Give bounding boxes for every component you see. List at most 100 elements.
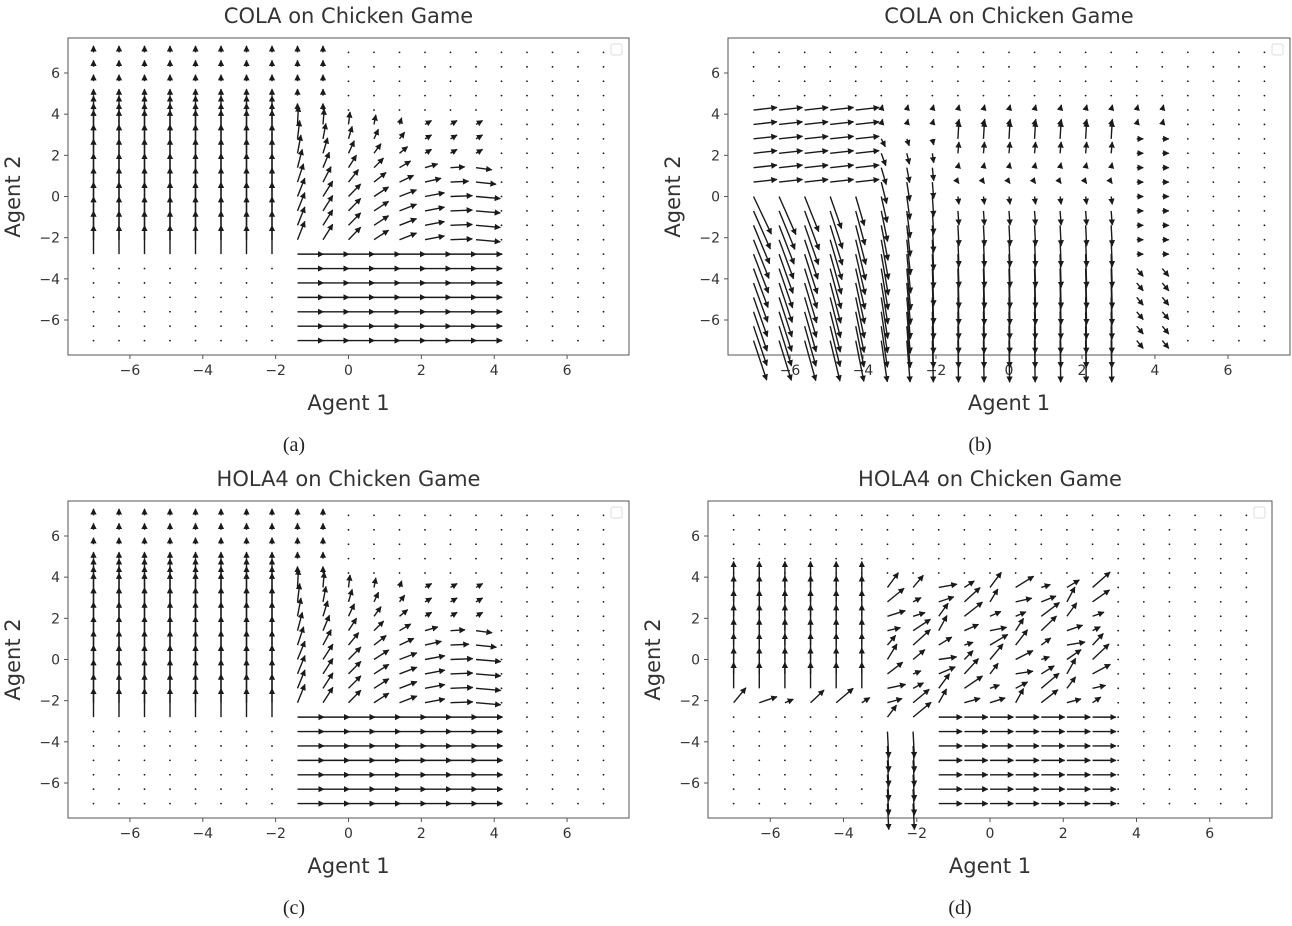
quiver-dot (1238, 210, 1240, 212)
quiver-arrow (980, 196, 987, 205)
quiver-arrow (989, 643, 1004, 660)
quiver-dot (1117, 716, 1120, 719)
quiver-dot (1168, 528, 1171, 531)
quiver-dot (860, 802, 863, 805)
quiver-dot (1194, 629, 1196, 632)
quiver-dot (551, 296, 554, 299)
quiver-dot (169, 730, 171, 733)
quiver-arrow (887, 697, 903, 704)
x-tick-label: 0 (344, 826, 353, 842)
quiver-dot (551, 210, 554, 212)
quiver-dot (143, 802, 146, 805)
quiver-arrow (1066, 676, 1077, 689)
quiver-dot (602, 543, 605, 546)
quiver-dot (1263, 94, 1266, 97)
quiver-dot (1219, 687, 1222, 690)
quiver-dot (526, 94, 528, 97)
quiver-dot (1040, 528, 1043, 531)
quiver-dot (758, 745, 761, 747)
quiver-arrow (910, 789, 918, 816)
quiver-dot (424, 528, 426, 531)
legend-box (610, 43, 623, 56)
quiver-dot (905, 80, 908, 83)
quiver-dot (912, 528, 914, 531)
quiver-arrow (1108, 225, 1116, 247)
quiver-arrow (855, 162, 880, 169)
quiver-dot (1186, 325, 1189, 328)
quiver-arrow (296, 683, 306, 703)
x-tick-label: −6 (120, 363, 141, 379)
quiver-dot (577, 600, 579, 603)
quiver-arrow (1083, 141, 1090, 154)
quiver-arrow (1031, 118, 1038, 126)
y-tick-label: −6 (679, 776, 700, 792)
quiver-dot (963, 572, 966, 574)
quiver-dot (1186, 181, 1189, 183)
quiver-arrow (373, 663, 390, 675)
quiver-dot (1219, 572, 1222, 574)
quiver-dot (526, 166, 528, 169)
quiver-dot (602, 687, 605, 690)
quiver-dot (835, 730, 838, 733)
quiver-arrow (1040, 601, 1060, 617)
quiver-arrow (963, 601, 983, 617)
quiver-chart-d: HOLA4 on Chicken Game Agent 1 Agent 2 −6 −4 −… (641, 467, 1273, 878)
quiver-arrow (835, 687, 854, 704)
quiver-dot (577, 282, 579, 284)
quiver-dot (118, 730, 120, 733)
quiver-dot (1117, 528, 1120, 531)
quiver-dot (424, 514, 426, 517)
quiver-dot (1245, 514, 1248, 517)
quiver-dot (758, 759, 761, 762)
quiver-dot (169, 282, 171, 284)
quiver-dot (1212, 253, 1215, 256)
quiver-dot (526, 658, 528, 661)
quiver-dot (398, 65, 401, 68)
quiver-arrow (475, 148, 484, 155)
quiver-arrow (830, 176, 855, 184)
quiver-dot (886, 557, 889, 560)
quiver-dot (347, 94, 350, 97)
quiver-dot (732, 773, 735, 776)
quiver-dot (1238, 325, 1240, 328)
quiver-arrow (886, 634, 897, 646)
quiver-chart-c: HOLA4 on Chicken Game Agent 1 Agent 2 −6 −4 −… (1, 467, 630, 878)
quiver-dot (829, 51, 832, 54)
quiver-dot (398, 514, 401, 517)
quiver-dot (1142, 701, 1145, 704)
quiver-dot (1161, 94, 1164, 97)
quiver-dot (500, 310, 503, 313)
chart-title: COLA on Chicken Game (224, 4, 473, 28)
quiver-arrow (373, 620, 385, 632)
quiver-dot (758, 716, 761, 719)
quiver-dot (1212, 123, 1215, 126)
quiver-dot (1219, 629, 1222, 632)
quiver-dot (551, 716, 554, 719)
chart-panel-a: COLA on Chicken Game Agent 1 Agent 2 −6 −4 −2… (0, 0, 646, 429)
quiver-arrow (938, 666, 956, 675)
quiver-dot (500, 210, 503, 212)
quiver-arrow (1006, 141, 1013, 154)
quiver-dot (1142, 773, 1145, 776)
quiver-dot (1219, 615, 1222, 618)
quiver-dot (1014, 514, 1017, 517)
quiver-dot (1168, 644, 1171, 646)
y-tick-label: −4 (39, 735, 60, 751)
quiver-dot (551, 253, 554, 256)
quiver-dot (577, 788, 579, 791)
quiver-arrow (1006, 225, 1013, 247)
quiver-dot (1212, 282, 1215, 284)
quiver-dot (1033, 65, 1036, 68)
quiver-dot (1091, 557, 1094, 560)
y-tick-label: 4 (51, 107, 60, 123)
quiver-dot (1014, 528, 1017, 531)
quiver-dot (373, 51, 375, 54)
quiver-arrow (1031, 162, 1038, 169)
quiver-arrow (885, 774, 892, 802)
quiver-dot (347, 65, 350, 68)
quiver-dot (526, 267, 528, 270)
quiver-dot (1263, 152, 1266, 155)
quiver-dot (1161, 51, 1164, 54)
quiver-dot (551, 325, 554, 328)
quiver-arrow (346, 574, 353, 588)
